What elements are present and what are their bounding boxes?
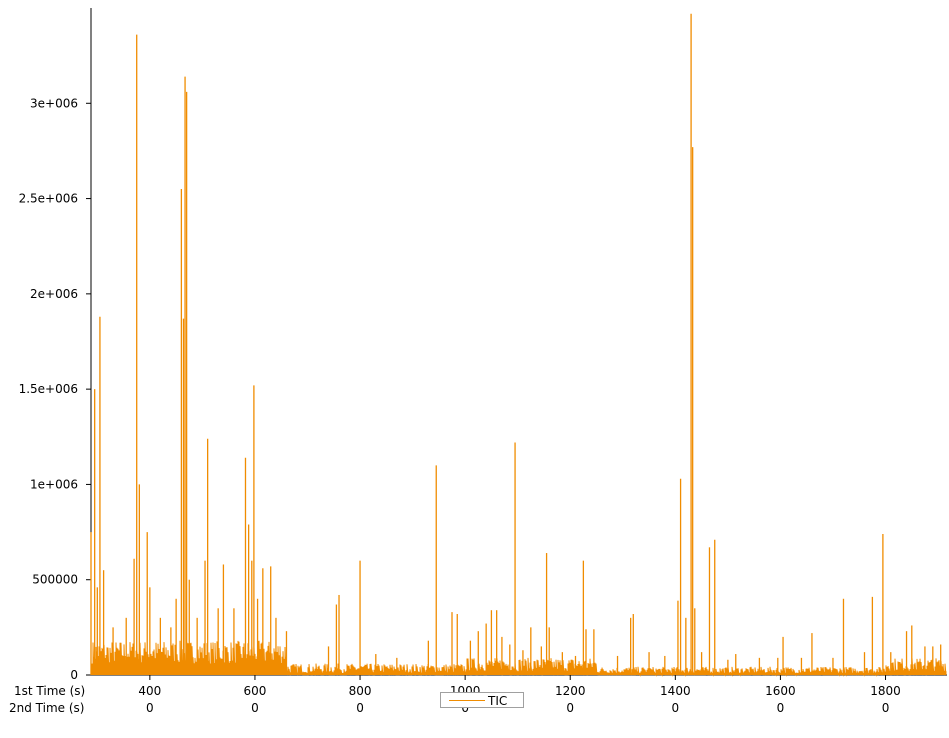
y-tick-label: 500000	[32, 573, 78, 587]
x-tick-label: 1200	[555, 684, 586, 698]
x-axis-label-1st: 1st Time (s)	[14, 684, 85, 698]
y-tick-label: 0	[70, 668, 78, 682]
y-tick-label: 2.5e+006	[19, 192, 78, 206]
axes	[86, 8, 947, 680]
x-axis-label-2nd: 2nd Time (s)	[9, 701, 84, 715]
series-tic	[90, 13, 947, 677]
x-tick-label-2nd: 0	[461, 701, 469, 715]
y-tick-label: 3e+006	[30, 96, 78, 110]
legend-swatch	[449, 700, 485, 701]
x-tick-label: 1400	[660, 684, 691, 698]
axis-labels: 0 500000 1e+006 1.5e+006 2e+006 2.5e+006 3e+00…	[9, 96, 901, 715]
x-tick-label: 1800	[870, 684, 901, 698]
x-tick-label-2nd: 0	[566, 701, 574, 715]
x-tick-label: 800	[349, 684, 372, 698]
x-tick-label: 1600	[765, 684, 796, 698]
legend: TIC	[440, 692, 524, 708]
x-tick-label-2nd: 0	[251, 701, 259, 715]
x-tick-label: 400	[138, 684, 161, 698]
x-tick-label-2nd: 0	[146, 701, 154, 715]
y-tick-label: 1.5e+006	[19, 382, 78, 396]
y-tick-label: 2e+006	[30, 287, 78, 301]
x-tick-label-2nd: 0	[672, 701, 680, 715]
y-tick-label: 1e+006	[30, 477, 78, 491]
x-tick-label-2nd: 0	[356, 701, 364, 715]
x-tick-label-2nd: 0	[882, 701, 890, 715]
tic-noise-trace	[91, 640, 947, 677]
x-tick-label-2nd: 0	[777, 701, 785, 715]
x-tick-label: 600	[243, 684, 266, 698]
legend-label: TIC	[488, 694, 508, 708]
